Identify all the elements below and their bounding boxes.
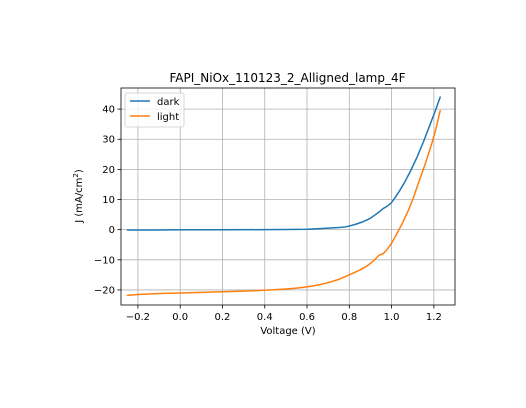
- x-tick-label: 0.0: [172, 312, 188, 323]
- y-tick-label: 10: [102, 195, 115, 206]
- x-axis-ticks: −0.2 0.0 0.2 0.4 0.6 0.8 1.0 1.2: [126, 305, 442, 323]
- legend-label-light: light: [157, 112, 179, 123]
- legend-label-dark: dark: [157, 97, 180, 108]
- y-tick-label: 30: [102, 135, 115, 146]
- y-axis-label-sup: 2: [72, 173, 80, 177]
- x-tick-label: 0.6: [299, 312, 315, 323]
- axes-frame: [120, 87, 456, 306]
- y-axis-ticks: −20 −10 0 10 20 30 40: [94, 105, 121, 296]
- y-tick-label: 40: [102, 105, 115, 116]
- y-tick-label: 0: [109, 225, 115, 236]
- y-axis-label: J (mA/cm2): [72, 169, 85, 224]
- x-tick-label: −0.2: [126, 312, 150, 323]
- x-tick-label: 0.2: [215, 312, 231, 323]
- x-tick-label: 1.0: [384, 312, 400, 323]
- y-axis-label-main: J (mA/cm: [74, 178, 85, 224]
- y-tick-label: −20: [94, 285, 115, 296]
- chart-title: FAPI_NiOx_110123_2_Alligned_lamp_4F: [169, 71, 405, 85]
- series-lines: [126, 96, 441, 297]
- series-line-light: [126, 109, 441, 297]
- y-axis-label-close: ): [74, 169, 85, 173]
- x-tick-label: 0.4: [257, 312, 273, 323]
- y-tick-label: 20: [102, 165, 115, 176]
- series-line-dark: [126, 96, 441, 231]
- x-tick-label: 1.2: [426, 312, 442, 323]
- x-tick-label: 0.8: [341, 312, 357, 323]
- x-axis-label: Voltage (V): [260, 326, 315, 337]
- y-tick-label: −10: [94, 255, 115, 266]
- legend: dark light: [124, 92, 185, 128]
